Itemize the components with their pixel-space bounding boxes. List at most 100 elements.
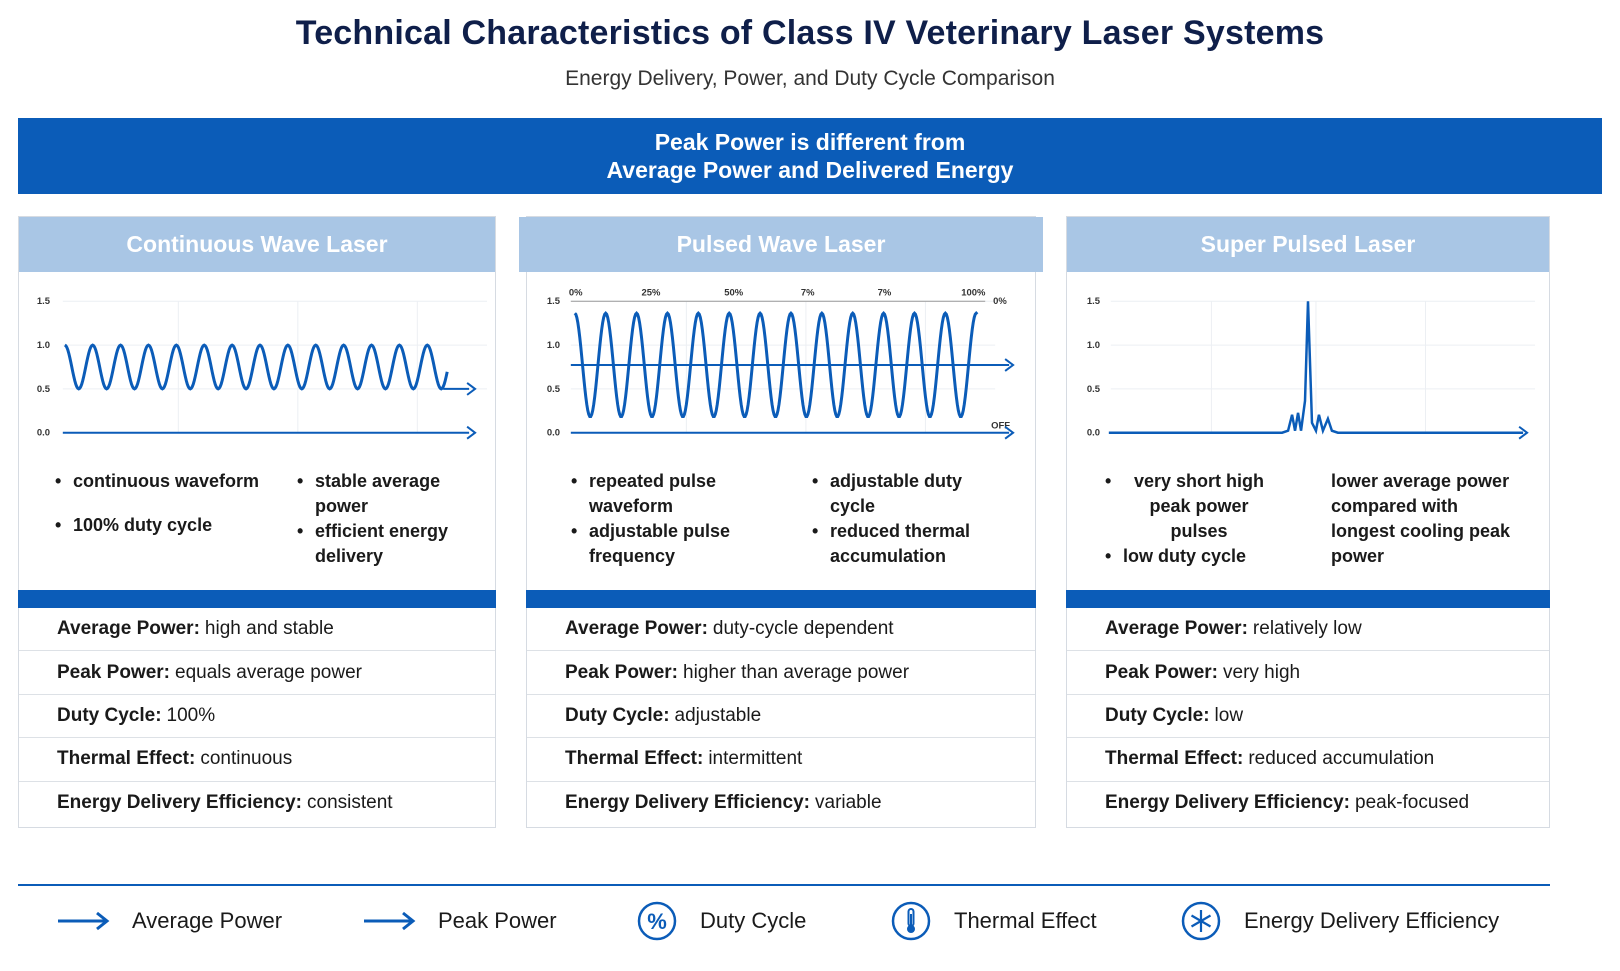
spec-label: Peak Power: <box>57 661 170 683</box>
spec-table: Average Power: duty-cycle dependent Peak … <box>527 608 1035 825</box>
spec-row: Energy Delivery Efficiency: consistent <box>19 782 495 825</box>
arrow-icon <box>364 911 416 931</box>
continuous-waveform <box>64 343 449 391</box>
spec-value: equals average power <box>175 661 362 683</box>
duty-label: 50% <box>724 287 744 298</box>
arrow-icon <box>58 911 110 931</box>
bullet-item: adjustable duty cycle <box>812 469 1012 519</box>
legend-item: Average Power <box>56 896 282 946</box>
y-tick: 1.5 <box>547 296 560 307</box>
panel-pulsed-wave: Pulsed Wave Laser 1.5 1.0 0.5 0.0 0% 25%… <box>519 216 1043 828</box>
panel-divider <box>18 590 496 608</box>
spec-value: relatively low <box>1252 618 1362 640</box>
feature-bullets: continuous waveform 100% duty cycle stab… <box>19 469 495 569</box>
spec-label: Duty Cycle: <box>1105 704 1210 726</box>
y-tick: 0.5 <box>37 384 50 395</box>
bullet-item: low duty cycle <box>1105 544 1275 569</box>
spec-row: Energy Delivery Efficiency: peak-focused <box>1067 782 1549 825</box>
panel-divider <box>526 590 1036 608</box>
spec-label: Energy Delivery Efficiency: <box>565 792 810 814</box>
legend-label: Average Power <box>132 908 283 933</box>
spec-label: Duty Cycle: <box>57 704 162 726</box>
banner-line-1: Peak Power is different from <box>654 129 966 155</box>
y-tick: 0.5 <box>1087 384 1100 395</box>
legend: Average Power Peak Power % Duty Cycle Th… <box>0 896 1620 956</box>
thermometer-icon <box>891 901 931 941</box>
spec-row: Duty Cycle: low <box>1067 695 1549 739</box>
bullet-item: 100% duty cycle <box>55 513 285 538</box>
spec-value: adjustable <box>674 704 762 726</box>
y-tick: 0.0 <box>1087 428 1100 439</box>
spec-row: Average Power: high and stable <box>19 608 495 652</box>
spec-label: Energy Delivery Efficiency: <box>57 792 302 814</box>
feature-bullets: repeated pulse waveform adjustable pulse… <box>527 469 1035 569</box>
duty-label: 7% <box>801 287 815 298</box>
spec-row: Thermal Effect: reduced accumulation <box>1067 738 1549 782</box>
continuous-wave-chart: 1.5 1.0 0.5 0.0 <box>37 296 488 440</box>
spec-value: 100% <box>166 704 216 726</box>
panel-title: Pulsed Wave Laser <box>519 217 1043 272</box>
legend-item: Energy Delivery Efficiency <box>1180 896 1499 946</box>
spec-row: Peak Power: higher than average power <box>527 651 1035 695</box>
legend-label: Thermal Effect <box>954 908 1097 933</box>
y-tick: 0.5 <box>547 384 560 395</box>
spec-value: low <box>1214 704 1244 726</box>
legend-item: Thermal Effect <box>890 896 1097 946</box>
bullet-text: lower average power compared with longes… <box>1331 471 1511 566</box>
spec-row: Peak Power: very high <box>1067 651 1549 695</box>
spec-label: Average Power: <box>57 618 200 640</box>
bullet-item: reduced thermal accumulation <box>812 519 1012 569</box>
page-subtitle: Energy Delivery, Power, and Duty Cycle C… <box>565 67 1055 90</box>
bullet-item: continuous waveform <box>55 469 285 494</box>
bullet-item: very short high peak power pulses <box>1105 469 1275 544</box>
y-tick: 0.0 <box>547 428 560 439</box>
legend-label: Energy Delivery Efficiency <box>1244 908 1500 933</box>
duty-label: 0% <box>569 287 583 298</box>
spec-label: Peak Power: <box>1105 661 1218 683</box>
spec-label: Thermal Effect: <box>57 748 196 770</box>
legend-item: Peak Power <box>362 896 557 946</box>
legend-label: Peak Power <box>438 908 557 933</box>
y-tick: 1.0 <box>547 340 560 351</box>
spec-value: intermittent <box>708 748 803 770</box>
pulsed-waveform <box>573 310 979 418</box>
super-pulsed-chart: 1.5 1.0 0.5 0.0 <box>1087 296 1536 440</box>
spec-row: Thermal Effect: intermittent <box>527 738 1035 782</box>
spec-label: Thermal Effect: <box>1105 748 1244 770</box>
y-tick: 0.0 <box>37 428 50 439</box>
spec-value: peak-focused <box>1355 792 1470 814</box>
spec-row: Duty Cycle: 100% <box>19 695 495 739</box>
spec-label: Average Power: <box>1105 618 1248 640</box>
bullet-item: adjustable pulse frequency <box>571 519 771 569</box>
y-tick: 1.0 <box>1087 340 1100 351</box>
spec-label: Peak Power: <box>565 661 678 683</box>
spec-label: Thermal Effect: <box>565 748 704 770</box>
spec-table: Average Power: relatively low Peak Power:… <box>1067 608 1549 825</box>
bullet-item: efficient energy delivery <box>297 519 477 569</box>
spec-label: Energy Delivery Efficiency: <box>1105 792 1350 814</box>
page-title: Technical Characteristics of Class IV Ve… <box>295 14 1325 52</box>
spec-label: Duty Cycle: <box>565 704 670 726</box>
spec-value: very high <box>1223 661 1301 683</box>
super-pulsed-waveform <box>1108 301 1524 435</box>
spec-row: Average Power: duty-cycle dependent <box>527 608 1035 652</box>
spec-value: consistent <box>307 792 393 814</box>
panel-super-pulsed: Super Pulsed Laser 1.5 1.0 0.5 0.0 very … <box>1066 216 1550 828</box>
spec-value: high and stable <box>204 618 334 640</box>
spec-value: variable <box>815 792 882 814</box>
y-tick: 1.5 <box>1087 296 1100 307</box>
duty-label: 100% <box>961 287 986 298</box>
banner: Peak Power is different from Average Pow… <box>18 118 1602 194</box>
spec-value: higher than average power <box>683 661 910 683</box>
spec-value: duty-cycle dependent <box>712 618 894 640</box>
bullet-item: stable average power <box>297 469 477 519</box>
svg-text:%: % <box>647 909 667 934</box>
bullet-item: repeated pulse waveform <box>571 469 771 519</box>
banner-line-2: Average Power and Delivered Energy <box>606 157 1014 183</box>
spec-row: Peak Power: equals average power <box>19 651 495 695</box>
panel-continuous-wave: Continuous Wave Laser 1.5 1.0 0.5 0.0 co… <box>18 216 496 828</box>
spec-table: Average Power: high and stable Peak Power… <box>19 608 495 825</box>
legend-item: % Duty Cycle <box>636 896 806 946</box>
legend-divider <box>18 884 1550 886</box>
spec-label: Average Power: <box>565 618 708 640</box>
